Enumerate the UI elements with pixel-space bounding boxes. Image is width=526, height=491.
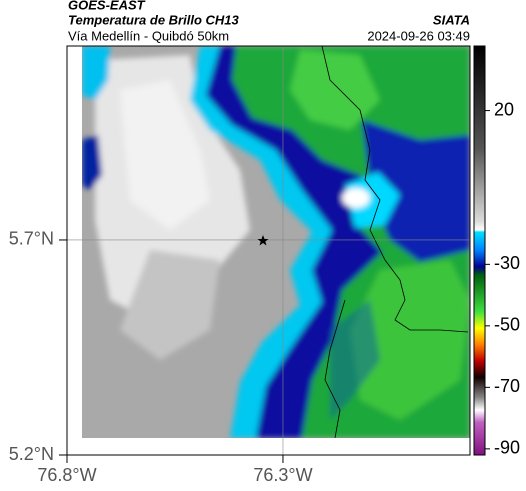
location-marker	[257, 235, 269, 246]
lon-tick-label: 76.3°W	[253, 465, 312, 485]
lon-tick-label: 76.8°W	[37, 465, 96, 485]
satellite-image	[82, 46, 470, 438]
timestamp: 2024-09-26 03:49	[367, 28, 470, 43]
lat-tick-label: 5.7°N	[9, 229, 54, 249]
map-frame	[66, 45, 471, 456]
title: Temperatura de Brillo CH13	[68, 12, 240, 27]
colorbar-tick-label: -90	[494, 438, 520, 458]
colorbar-tick-label: -70	[494, 376, 520, 396]
lat-tick-label: 5.2°N	[9, 444, 54, 464]
colorbar-tick-label: -50	[494, 315, 520, 335]
source: GOES-EAST	[68, 0, 146, 12]
colorbar-tick-label: -30	[494, 253, 520, 273]
colorbar-tick-label: 20	[494, 99, 514, 119]
subtitle: Vía Medellín - Quibdó 50km	[68, 28, 229, 43]
colorbar	[473, 45, 486, 456]
ticks: 5.7°N 5.2°N76.8°W 76.3°W 20 -30 -50 -70 -90	[9, 99, 520, 484]
org: SIATA	[433, 12, 470, 27]
